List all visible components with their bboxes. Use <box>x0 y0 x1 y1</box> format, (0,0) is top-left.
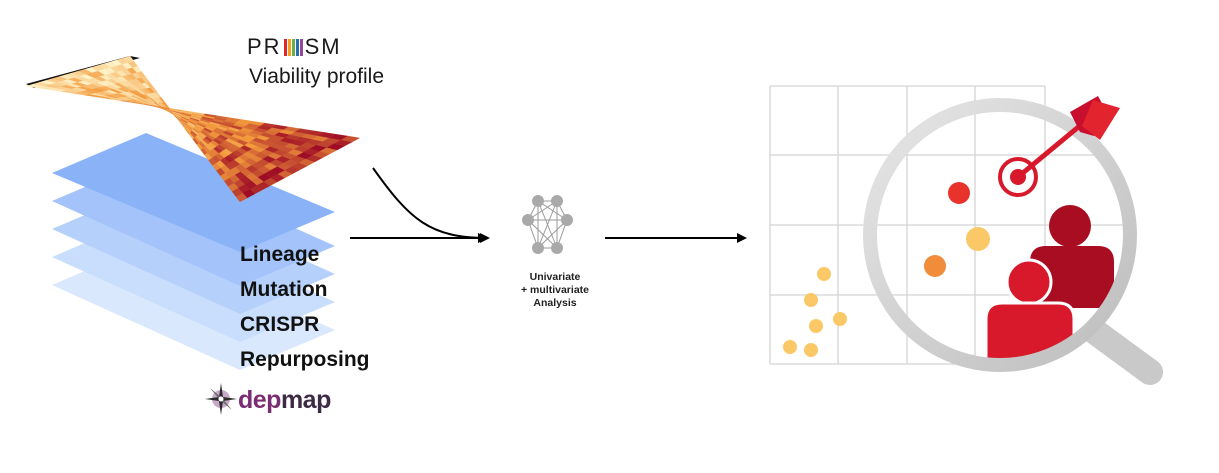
layer-label-crispr: CRISPR <box>240 313 319 337</box>
viability-profile-label: Viability profile <box>249 65 384 89</box>
analysis-label: Univariate + multivariate Analysis <box>490 271 620 310</box>
analysis-line-2: + multivariate <box>490 284 620 297</box>
prism-logo: PR SM <box>247 34 342 60</box>
prism-logo-bars <box>284 39 303 56</box>
prism-bar <box>300 39 303 56</box>
network-icon <box>522 195 573 254</box>
hit-dot-yellow <box>966 227 990 251</box>
analysis-line-3: Analysis <box>490 297 620 310</box>
prism-bar <box>292 39 295 56</box>
prism-bar <box>296 39 299 56</box>
compass-icon <box>204 382 238 416</box>
hit-dot-orange <box>924 255 946 277</box>
curve-arrow <box>373 168 488 238</box>
layer-label-lineage: Lineage <box>240 243 319 267</box>
prism-bar <box>284 39 287 56</box>
hit-dot-red <box>948 182 970 204</box>
layer-label-mutation: Mutation <box>240 278 327 302</box>
prism-bar <box>288 39 291 56</box>
layer-label-repurposing: Repurposing <box>240 348 370 372</box>
depmap-logo-part2: map <box>281 386 331 414</box>
depmap-logo-part1: dep <box>238 386 281 414</box>
prism-logo-text-left: PR <box>247 34 282 60</box>
analysis-line-1: Univariate <box>490 271 620 284</box>
prism-logo-text-right: SM <box>305 34 342 60</box>
magnifier-handle <box>1090 328 1150 372</box>
depmap-logo: depmap <box>238 386 331 415</box>
